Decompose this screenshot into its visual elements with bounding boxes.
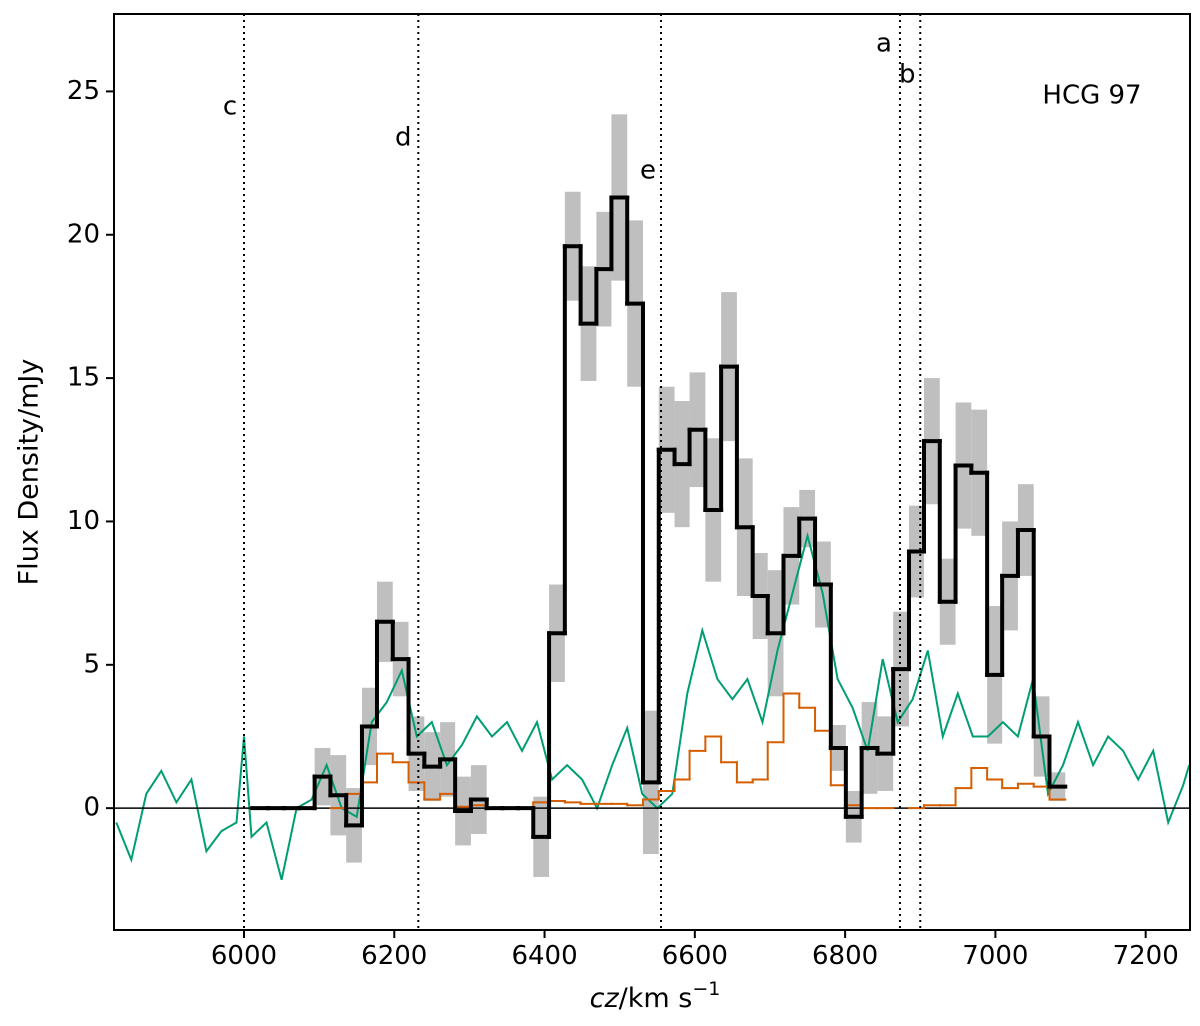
y-tick-label: 0	[83, 793, 100, 823]
x-tick-label: 6600	[662, 941, 728, 971]
marker-label: e	[640, 156, 656, 186]
x-tick-label: 7200	[1113, 941, 1179, 971]
y-tick-label: 20	[67, 219, 100, 249]
x-axis-label-part: −1	[692, 978, 720, 1000]
x-axis-label: cz/km s−1	[590, 978, 721, 1014]
x-tick-label: 6200	[361, 941, 427, 971]
x-tick-label: 6800	[812, 941, 878, 971]
x-tick-label: 6000	[211, 941, 277, 971]
marker-label: d	[395, 123, 412, 153]
y-tick-label: 15	[67, 363, 100, 393]
marker-label: c	[223, 92, 237, 122]
y-tick-label: 25	[67, 76, 100, 106]
y-axis-label: Flux Density/mJy	[14, 359, 45, 586]
annotation: HCG 97	[1042, 81, 1141, 111]
x-tick-label: 6400	[511, 941, 577, 971]
x-axis-label-part: cz	[590, 983, 620, 1014]
marker-label: b	[899, 60, 916, 90]
frame	[113, 13, 1191, 931]
x-axis-label-part: /km s	[619, 983, 693, 1014]
x-tick-label: 7000	[962, 941, 1028, 971]
y-tick-label: 10	[67, 506, 100, 536]
marker-label: a	[876, 29, 892, 59]
y-tick-label: 5	[83, 649, 100, 679]
plot-area	[114, 114, 1190, 881]
spectrum-line	[115, 531, 1190, 881]
